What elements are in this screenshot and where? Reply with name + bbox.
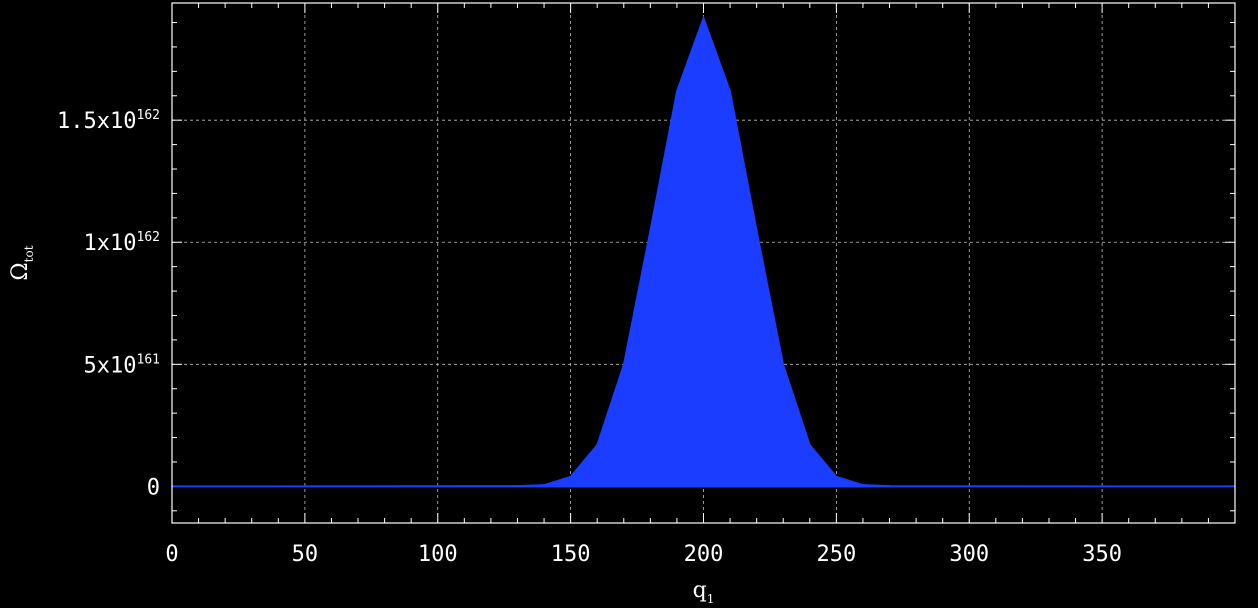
y-tick-mantissa: 1x10 xyxy=(84,231,137,256)
data-point xyxy=(729,90,731,92)
y-tick-mantissa: 1.5x10 xyxy=(57,109,136,134)
x-tick-label: 150 xyxy=(551,542,591,567)
data-point xyxy=(782,363,785,366)
x-axis-title-sub: 1 xyxy=(707,592,715,606)
x-tick-label: 100 xyxy=(418,542,458,567)
x-tick-label: 300 xyxy=(949,542,989,567)
x-tick-label: 0 xyxy=(165,542,178,567)
data-point xyxy=(676,90,678,92)
x-tick-label: 250 xyxy=(817,542,857,567)
y-axis-title-sub: tot xyxy=(22,245,36,262)
data-point xyxy=(809,444,811,446)
x-axis-title-main: q xyxy=(693,578,707,603)
data-point xyxy=(862,484,864,486)
data-point xyxy=(835,475,838,478)
y-tick-label: 5x10161 xyxy=(84,352,160,378)
x-tick-labels: 0 50 100 150 200 250 300 350 xyxy=(165,542,1122,567)
y-tick-label: 1x10162 xyxy=(84,230,160,256)
minor-ticks xyxy=(171,3,1236,523)
series-area xyxy=(171,15,1236,488)
y-tick-mantissa: 5x10 xyxy=(84,353,137,378)
data-point xyxy=(702,16,705,19)
data-point xyxy=(622,363,625,366)
y-tick-exponent: 162 xyxy=(137,108,160,123)
data-point xyxy=(543,484,545,486)
plot-frame xyxy=(171,2,1236,524)
x-tick-label: 50 xyxy=(292,542,319,567)
data-point xyxy=(569,475,572,478)
y-tick-exponent: 162 xyxy=(137,230,160,245)
data-point xyxy=(755,229,758,231)
y-tick-exponent: 161 xyxy=(137,352,160,367)
data-point xyxy=(596,444,598,446)
y-tick-label: 1.5x10162 xyxy=(57,108,160,134)
x-axis-title: q1 xyxy=(693,578,715,606)
series-layer xyxy=(171,15,1236,488)
x-tick-label: 200 xyxy=(684,542,724,567)
y-tick-mantissa: 0 xyxy=(147,475,160,500)
y-axis-title-main: Ω xyxy=(8,262,33,280)
y-tick-label: 0 xyxy=(147,475,160,500)
x-tick-label: 350 xyxy=(1082,542,1122,567)
data-point xyxy=(649,229,652,231)
y-axis-title: Ωtot xyxy=(8,245,36,280)
